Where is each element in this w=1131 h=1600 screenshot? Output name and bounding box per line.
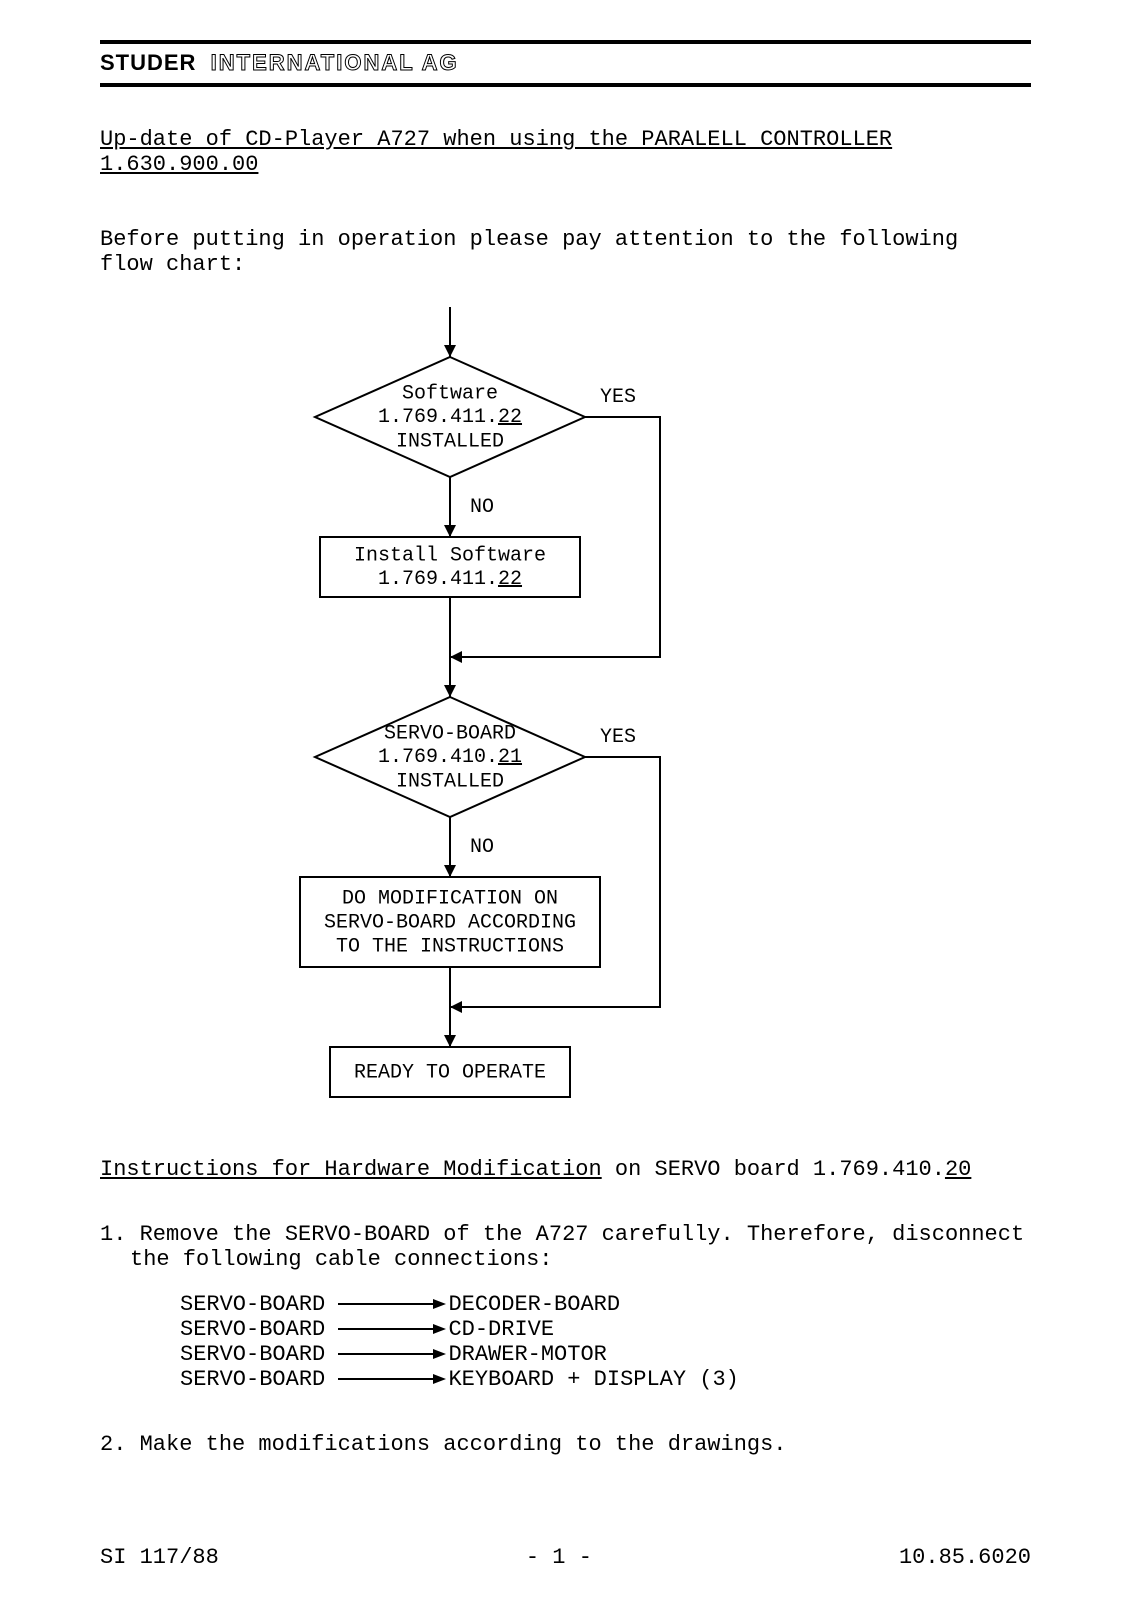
connection-from: SERVO-BOARD (180, 1367, 338, 1392)
svg-text:NO: NO (470, 496, 494, 519)
connection-from: SERVO-BOARD (180, 1342, 338, 1367)
intro-line-1: Before putting in operation please pay a… (100, 227, 958, 252)
connection-row: SERVO-BOARD CD-DRIVE (180, 1317, 1031, 1342)
connection-to: KEYBOARD + DISPLAY (3) (448, 1367, 738, 1392)
svg-text:1.769.411.22: 1.769.411.22 (378, 406, 522, 429)
step-1: 1. Remove the SERVO-BOARD of the A727 ca… (130, 1222, 1031, 1272)
step-2: 2. Make the modifications according to t… (100, 1432, 1031, 1457)
connection-from: SERVO-BOARD (180, 1292, 338, 1317)
arrow-icon (338, 1322, 448, 1336)
svg-text:Software: Software (402, 382, 498, 405)
svg-text:INSTALLED: INSTALLED (396, 770, 504, 793)
connection-from: SERVO-BOARD (180, 1317, 338, 1342)
connection-row: SERVO-BOARD DRAWER-MOTOR (180, 1342, 1031, 1367)
footer-right: 10.85.6020 (899, 1545, 1031, 1570)
svg-text:1.769.410.21: 1.769.410.21 (378, 746, 522, 769)
footer-left: SI 117/88 (100, 1545, 219, 1570)
connection-row: SERVO-BOARD DECODER-BOARD (180, 1292, 1031, 1317)
svg-text:1.769.411.22: 1.769.411.22 (378, 568, 522, 591)
arrow-icon (338, 1297, 448, 1311)
document-title: Up-date of CD-Player A727 when using the… (100, 127, 1031, 177)
brand-strong: STUDER (100, 50, 196, 75)
instructions-heading-underlined: Instructions for Hardware Modification (100, 1157, 602, 1182)
svg-text:READY TO OPERATE: READY TO OPERATE (354, 1061, 546, 1084)
instructions-heading: Instructions for Hardware Modification o… (100, 1157, 1031, 1182)
arrow-icon (338, 1347, 448, 1361)
page-footer: SI 117/88 - 1 - 10.85.6020 (100, 1545, 1031, 1570)
brand: STUDER INTERNATIONAL AG (100, 52, 459, 77)
arrow-icon (338, 1372, 448, 1386)
instructions-heading-tail: 20 (945, 1157, 971, 1182)
cable-connections: SERVO-BOARD DECODER-BOARDSERVO-BOARD CD-… (180, 1292, 1031, 1392)
connection-to: DRAWER-MOTOR (448, 1342, 606, 1367)
connection-row: SERVO-BOARD KEYBOARD + DISPLAY (3) (180, 1367, 1031, 1392)
svg-text:SERVO-BOARD ACCORDING: SERVO-BOARD ACCORDING (324, 911, 576, 934)
document-page: STUDER INTERNATIONAL AG Up-date of CD-Pl… (0, 0, 1131, 1600)
svg-text:YES: YES (600, 726, 636, 749)
intro-line-2: flow chart: (100, 252, 245, 277)
svg-text:YES: YES (600, 386, 636, 409)
step-1-line-a: 1. Remove the SERVO-BOARD of the A727 ca… (100, 1222, 1024, 1247)
svg-text:SERVO-BOARD: SERVO-BOARD (384, 722, 516, 745)
connection-to: CD-DRIVE (448, 1317, 554, 1342)
header-bar: STUDER INTERNATIONAL AG (100, 40, 1031, 87)
intro-text: Before putting in operation please pay a… (100, 227, 1031, 277)
svg-text:INSTALLED: INSTALLED (396, 430, 504, 453)
flowchart: Software1.769.411.22INSTALLEDYESNOInstal… (100, 287, 800, 1117)
footer-center: - 1 - (526, 1545, 592, 1570)
svg-text:Install Software: Install Software (354, 544, 546, 567)
svg-text:TO THE INSTRUCTIONS: TO THE INSTRUCTIONS (336, 935, 564, 958)
connection-to: DECODER-BOARD (448, 1292, 620, 1317)
step-1-line-b: the following cable connections: (130, 1247, 552, 1272)
brand-rest: INTERNATIONAL AG (211, 50, 459, 75)
svg-text:NO: NO (470, 836, 494, 859)
instructions-heading-rest: on SERVO board 1.769.410. (602, 1157, 945, 1182)
svg-text:DO MODIFICATION ON: DO MODIFICATION ON (342, 887, 558, 910)
